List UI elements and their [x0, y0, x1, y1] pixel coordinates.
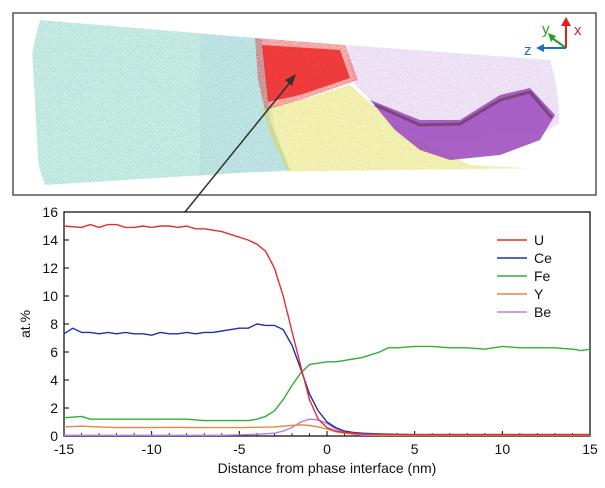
- legend-label-u: U: [534, 232, 544, 248]
- x-tick-label: 10: [495, 441, 511, 457]
- y-tick-label: 10: [42, 288, 58, 304]
- y-axis: 0 2 4 6 8 10 12 14 16: [42, 204, 69, 444]
- x-tick-label: -15: [54, 441, 74, 457]
- red-phase-core: [262, 45, 350, 102]
- axes-triad: x y z: [524, 17, 582, 59]
- x-tick-label: 5: [411, 441, 419, 457]
- legend-label-ce: Ce: [534, 250, 552, 266]
- yellow-phase-region: [262, 85, 560, 180]
- series-line-u: [63, 223, 590, 436]
- series-line-y: [63, 424, 590, 436]
- y-tick-label: 12: [42, 260, 58, 276]
- series-line-ce: [63, 323, 590, 436]
- axis-label-y: y: [542, 21, 550, 38]
- x-axis: -15 -10 -5 0 5 10 15: [54, 431, 598, 457]
- y-tick-label: 4: [50, 372, 58, 388]
- y-tick-label: 16: [42, 204, 58, 220]
- x-tick-label: 15: [582, 441, 598, 457]
- y-tick-label: 8: [50, 316, 58, 332]
- legend-label-be: Be: [534, 304, 551, 320]
- legend-label-y: Y: [534, 286, 544, 302]
- y-axis-title: at.%: [17, 310, 33, 338]
- legend: U Ce Fe Y Be: [497, 232, 552, 320]
- y-tick-label: 14: [42, 232, 58, 248]
- series-line-fe: [63, 345, 591, 422]
- x-tick-label: 0: [323, 441, 331, 457]
- purple-interface-edge: [374, 90, 554, 127]
- y-tick-label: 2: [50, 400, 58, 416]
- y-tick-label: 6: [50, 344, 58, 360]
- x-tick-label: -5: [233, 441, 246, 457]
- reconstruction-panel: x y z: [12, 12, 597, 196]
- x-axis-title: Distance from phase interface (nm): [218, 460, 437, 476]
- axis-label-x: x: [574, 22, 582, 39]
- series-lines: [63, 223, 591, 436]
- y-tick-label: 0: [50, 428, 58, 444]
- teal-phase-fade: [200, 30, 290, 180]
- pointer-arrow: [184, 74, 296, 213]
- atom-map: [30, 20, 560, 185]
- x-tick-label: -10: [142, 441, 162, 457]
- axis-label-z: z: [524, 42, 532, 59]
- plot-frame: [63, 211, 591, 437]
- legend-label-fe: Fe: [534, 268, 551, 284]
